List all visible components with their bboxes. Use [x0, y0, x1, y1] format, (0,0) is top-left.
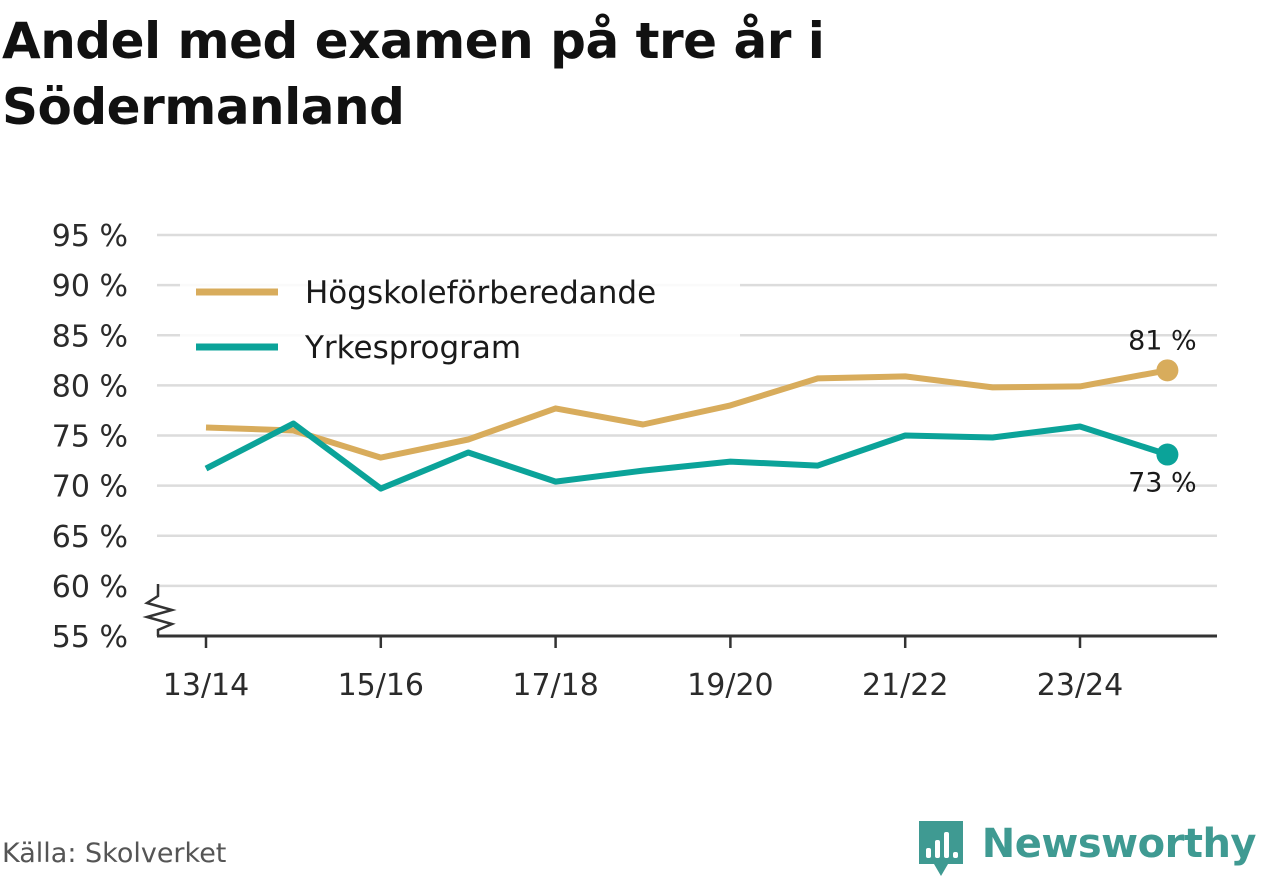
- brand-logo[interactable]: Newsworthy: [916, 818, 1257, 880]
- y-tick-label-85: 85 %: [52, 319, 128, 354]
- legend-label-2: Yrkesprogram: [304, 330, 521, 366]
- legend-label-1: Högskoleförberedande: [305, 275, 656, 311]
- y-tick-label-60: 60 %: [52, 570, 128, 605]
- source-note: Källa: Skolverket: [2, 838, 227, 869]
- y-tick-label-80: 80 %: [52, 369, 128, 404]
- chart-title: Andel med examen på tre år i Södermanlan…: [2, 12, 825, 136]
- x-tick-label-23/24: 23/24: [1037, 668, 1123, 703]
- series-lines: [204, 359, 1179, 492]
- x-tick-label-19/20: 19/20: [687, 668, 773, 703]
- x-tick-label-17/18: 17/18: [512, 668, 598, 703]
- axes: [142, 584, 1217, 638]
- series-end-dot-1: [1156, 359, 1179, 382]
- series-line-2: [204, 420, 1169, 492]
- brand-name: Newsworthy: [981, 821, 1257, 867]
- x-tick-label-21/22: 21/22: [862, 668, 948, 703]
- y-tick-label-90: 90 %: [52, 269, 128, 304]
- end-label-2: 73 %: [1128, 468, 1197, 499]
- end-labels: 81 % 73 %: [1128, 325, 1197, 498]
- y-axis-tick-labels: 55 % 60 % 65 % 70 % 75 % 80 % 85 % 90 % 95 %: [52, 219, 128, 655]
- legend: Högskoleförberedande Yrkesprogram: [180, 258, 740, 384]
- y-tick-label-75: 75 %: [52, 420, 128, 455]
- bar-chart-logo-icon: [918, 821, 963, 876]
- legend-background: [180, 258, 740, 384]
- end-label-1: 81 %: [1128, 325, 1197, 356]
- series-end-dot-2: [1156, 443, 1179, 466]
- y-tick-label-65: 65 %: [52, 520, 128, 555]
- x-tick-label-15/16: 15/16: [338, 668, 424, 703]
- x-axis-tick-labels: 13/14 15/16 17/18 19/20 21/22 23/24: [163, 636, 1123, 703]
- y-tick-label-55: 55 %: [52, 620, 128, 655]
- y-tick-label-95: 95 %: [52, 219, 128, 254]
- series-line-1: [205, 367, 1168, 461]
- y-tick-label-70: 70 %: [52, 470, 128, 505]
- y-axis-break-marker: [142, 584, 177, 636]
- x-tick-label-13/14: 13/14: [163, 668, 249, 703]
